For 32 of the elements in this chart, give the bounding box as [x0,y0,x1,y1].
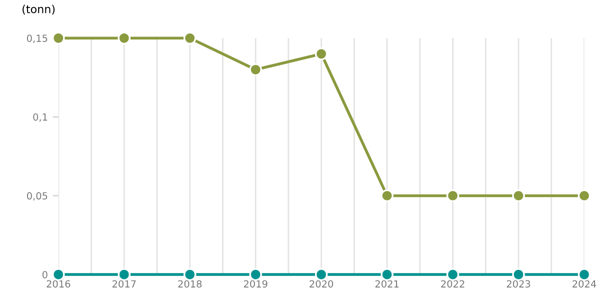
x-tick-label: 2022 [441,280,464,288]
y-axis-title: (tonn) [22,4,55,15]
point [183,268,196,281]
point [249,268,262,281]
x-tick-label: 2018 [178,280,202,288]
point [446,268,460,281]
x-tick-label: 2023 [506,280,530,288]
point [512,189,525,202]
x-tick-label: 2017 [112,280,136,288]
x-tick-label: 2019 [244,280,268,288]
y-tick-label: 0,05 [27,192,48,201]
point [183,32,196,45]
point [446,189,460,202]
point [249,63,262,76]
y-tick-label: 0 [42,270,48,278]
point [512,268,525,281]
point [380,268,394,281]
point [118,32,131,45]
point [314,47,328,60]
x-tick-label: 2021 [375,280,399,288]
point [578,189,591,202]
point [578,268,591,281]
point [380,189,394,202]
y-tick-label: 0,15 [27,34,48,43]
x-tick-label: 2024 [572,280,596,288]
x-tick-label: 2016 [46,280,70,288]
point [52,268,65,281]
y-tick-label: 0,1 [33,113,48,122]
point [314,268,328,281]
x-tick-label: 2020 [310,280,334,288]
point [52,32,65,45]
point [118,268,131,281]
